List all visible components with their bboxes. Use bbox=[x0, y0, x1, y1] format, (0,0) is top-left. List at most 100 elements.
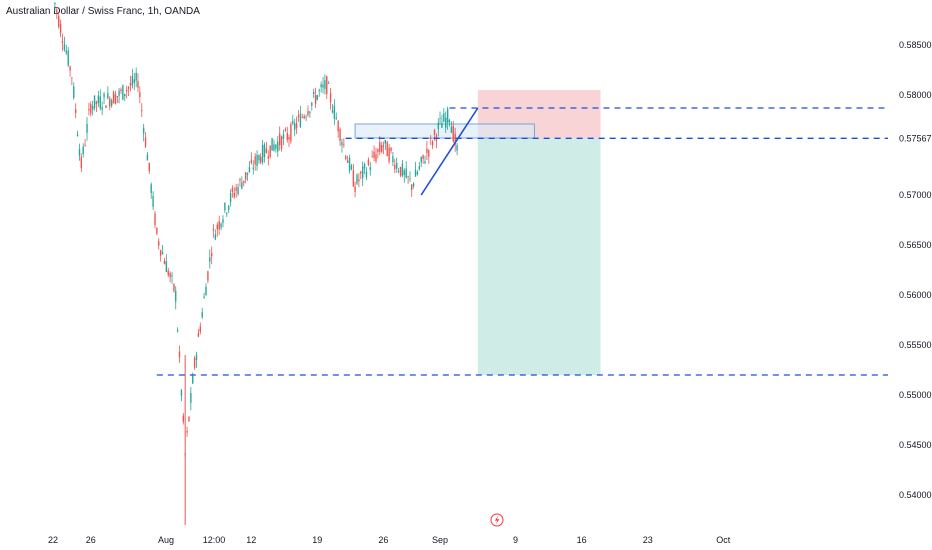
candle-body bbox=[173, 283, 175, 291]
candle-body bbox=[286, 133, 288, 140]
candle-body bbox=[256, 154, 258, 167]
candle-body bbox=[61, 41, 64, 44]
candle-body bbox=[401, 163, 404, 176]
candle-body bbox=[222, 219, 224, 223]
candle-body bbox=[226, 213, 228, 215]
candle-body bbox=[356, 174, 358, 184]
candle-body bbox=[278, 133, 281, 146]
candle-body bbox=[348, 157, 351, 171]
candle-body bbox=[307, 111, 309, 116]
candle-body bbox=[161, 252, 164, 254]
candles-layer bbox=[54, 2, 458, 525]
candle-body bbox=[259, 157, 262, 163]
candle-body bbox=[195, 354, 198, 360]
candle-body bbox=[288, 137, 290, 140]
candle-body bbox=[392, 156, 394, 163]
candle-body bbox=[205, 286, 207, 296]
candle-body bbox=[82, 146, 84, 155]
candle-body bbox=[303, 116, 305, 119]
candle-body bbox=[129, 83, 132, 86]
candle-body bbox=[176, 329, 179, 332]
candle-body bbox=[331, 110, 334, 113]
candle-body bbox=[428, 150, 430, 157]
candle-body bbox=[433, 129, 436, 135]
candle-body bbox=[188, 416, 190, 421]
candle-body bbox=[397, 171, 400, 172]
candle-body bbox=[148, 162, 150, 171]
candle-body bbox=[229, 193, 232, 203]
candle-body bbox=[227, 205, 230, 210]
candle-body bbox=[407, 176, 409, 177]
candle-body bbox=[311, 102, 313, 106]
candle-body bbox=[235, 187, 237, 191]
price-axis-label: 0.57567 bbox=[899, 133, 932, 143]
candle-body bbox=[420, 156, 422, 163]
candle-body bbox=[422, 154, 424, 160]
candle-body bbox=[239, 179, 241, 181]
candle-body bbox=[220, 223, 222, 228]
candle-body bbox=[454, 133, 456, 145]
candle-body bbox=[186, 431, 188, 433]
candle-body bbox=[80, 156, 83, 169]
candle-body bbox=[103, 93, 105, 98]
candle-body bbox=[110, 100, 113, 106]
candle-body bbox=[112, 91, 115, 104]
candle-body bbox=[95, 101, 98, 105]
candle-body bbox=[124, 93, 126, 97]
candle-body bbox=[214, 234, 217, 240]
candle-body bbox=[390, 147, 392, 152]
candle-body bbox=[165, 261, 168, 272]
candle-body bbox=[446, 108, 449, 123]
supply-zone-box bbox=[354, 123, 535, 139]
candle-body bbox=[224, 202, 226, 211]
candle-body bbox=[218, 221, 220, 230]
candle-body bbox=[86, 123, 88, 133]
candle-body bbox=[399, 167, 402, 176]
candle-body bbox=[333, 105, 336, 119]
event-marker[interactable] bbox=[490, 513, 504, 527]
candle-body bbox=[169, 273, 171, 278]
candle-body bbox=[133, 79, 135, 83]
candle-body bbox=[284, 129, 287, 131]
candle-body bbox=[237, 187, 239, 195]
candle-body bbox=[352, 170, 355, 187]
candle-body bbox=[456, 145, 458, 151]
candle-body bbox=[67, 50, 69, 66]
time-axis-label: Oct bbox=[716, 535, 731, 545]
candle-body bbox=[71, 77, 73, 79]
candle-body bbox=[211, 253, 213, 257]
time-axis-label: 12 bbox=[246, 535, 256, 545]
candle-body bbox=[318, 90, 320, 91]
candle-body bbox=[59, 24, 62, 34]
candle-body bbox=[277, 141, 279, 152]
candle-body bbox=[320, 84, 322, 88]
price-axis-label: 0.55500 bbox=[899, 340, 932, 350]
time-axis-label: Sep bbox=[432, 535, 448, 545]
candle-body bbox=[167, 270, 169, 276]
time-axis-label: 26 bbox=[378, 535, 388, 545]
candle-body bbox=[412, 183, 415, 186]
candle-body bbox=[339, 128, 341, 141]
candle-body bbox=[203, 296, 205, 299]
candle-body bbox=[171, 275, 173, 277]
time-axis-label: 23 bbox=[643, 535, 653, 545]
candle-body bbox=[65, 50, 67, 53]
candle-body bbox=[159, 250, 162, 256]
candle-body bbox=[305, 116, 307, 118]
candle-body bbox=[341, 142, 343, 146]
candle-body bbox=[197, 333, 200, 337]
trendline bbox=[420, 107, 479, 196]
time-axis-label: Aug bbox=[158, 535, 174, 545]
candle-body bbox=[377, 149, 379, 153]
candle-body bbox=[156, 227, 158, 234]
candle-body bbox=[152, 195, 154, 207]
time-axis-label: 16 bbox=[577, 535, 587, 545]
candle-body bbox=[316, 95, 319, 100]
candle-body bbox=[358, 179, 360, 182]
candle-body bbox=[424, 161, 426, 164]
candle-body bbox=[150, 184, 152, 193]
time-axis: 22 26 Aug 12:00 12 19 26 Sep 9 16 23 Oct bbox=[48, 535, 731, 545]
take-profit-zone bbox=[477, 138, 601, 375]
candle-body bbox=[144, 137, 147, 147]
